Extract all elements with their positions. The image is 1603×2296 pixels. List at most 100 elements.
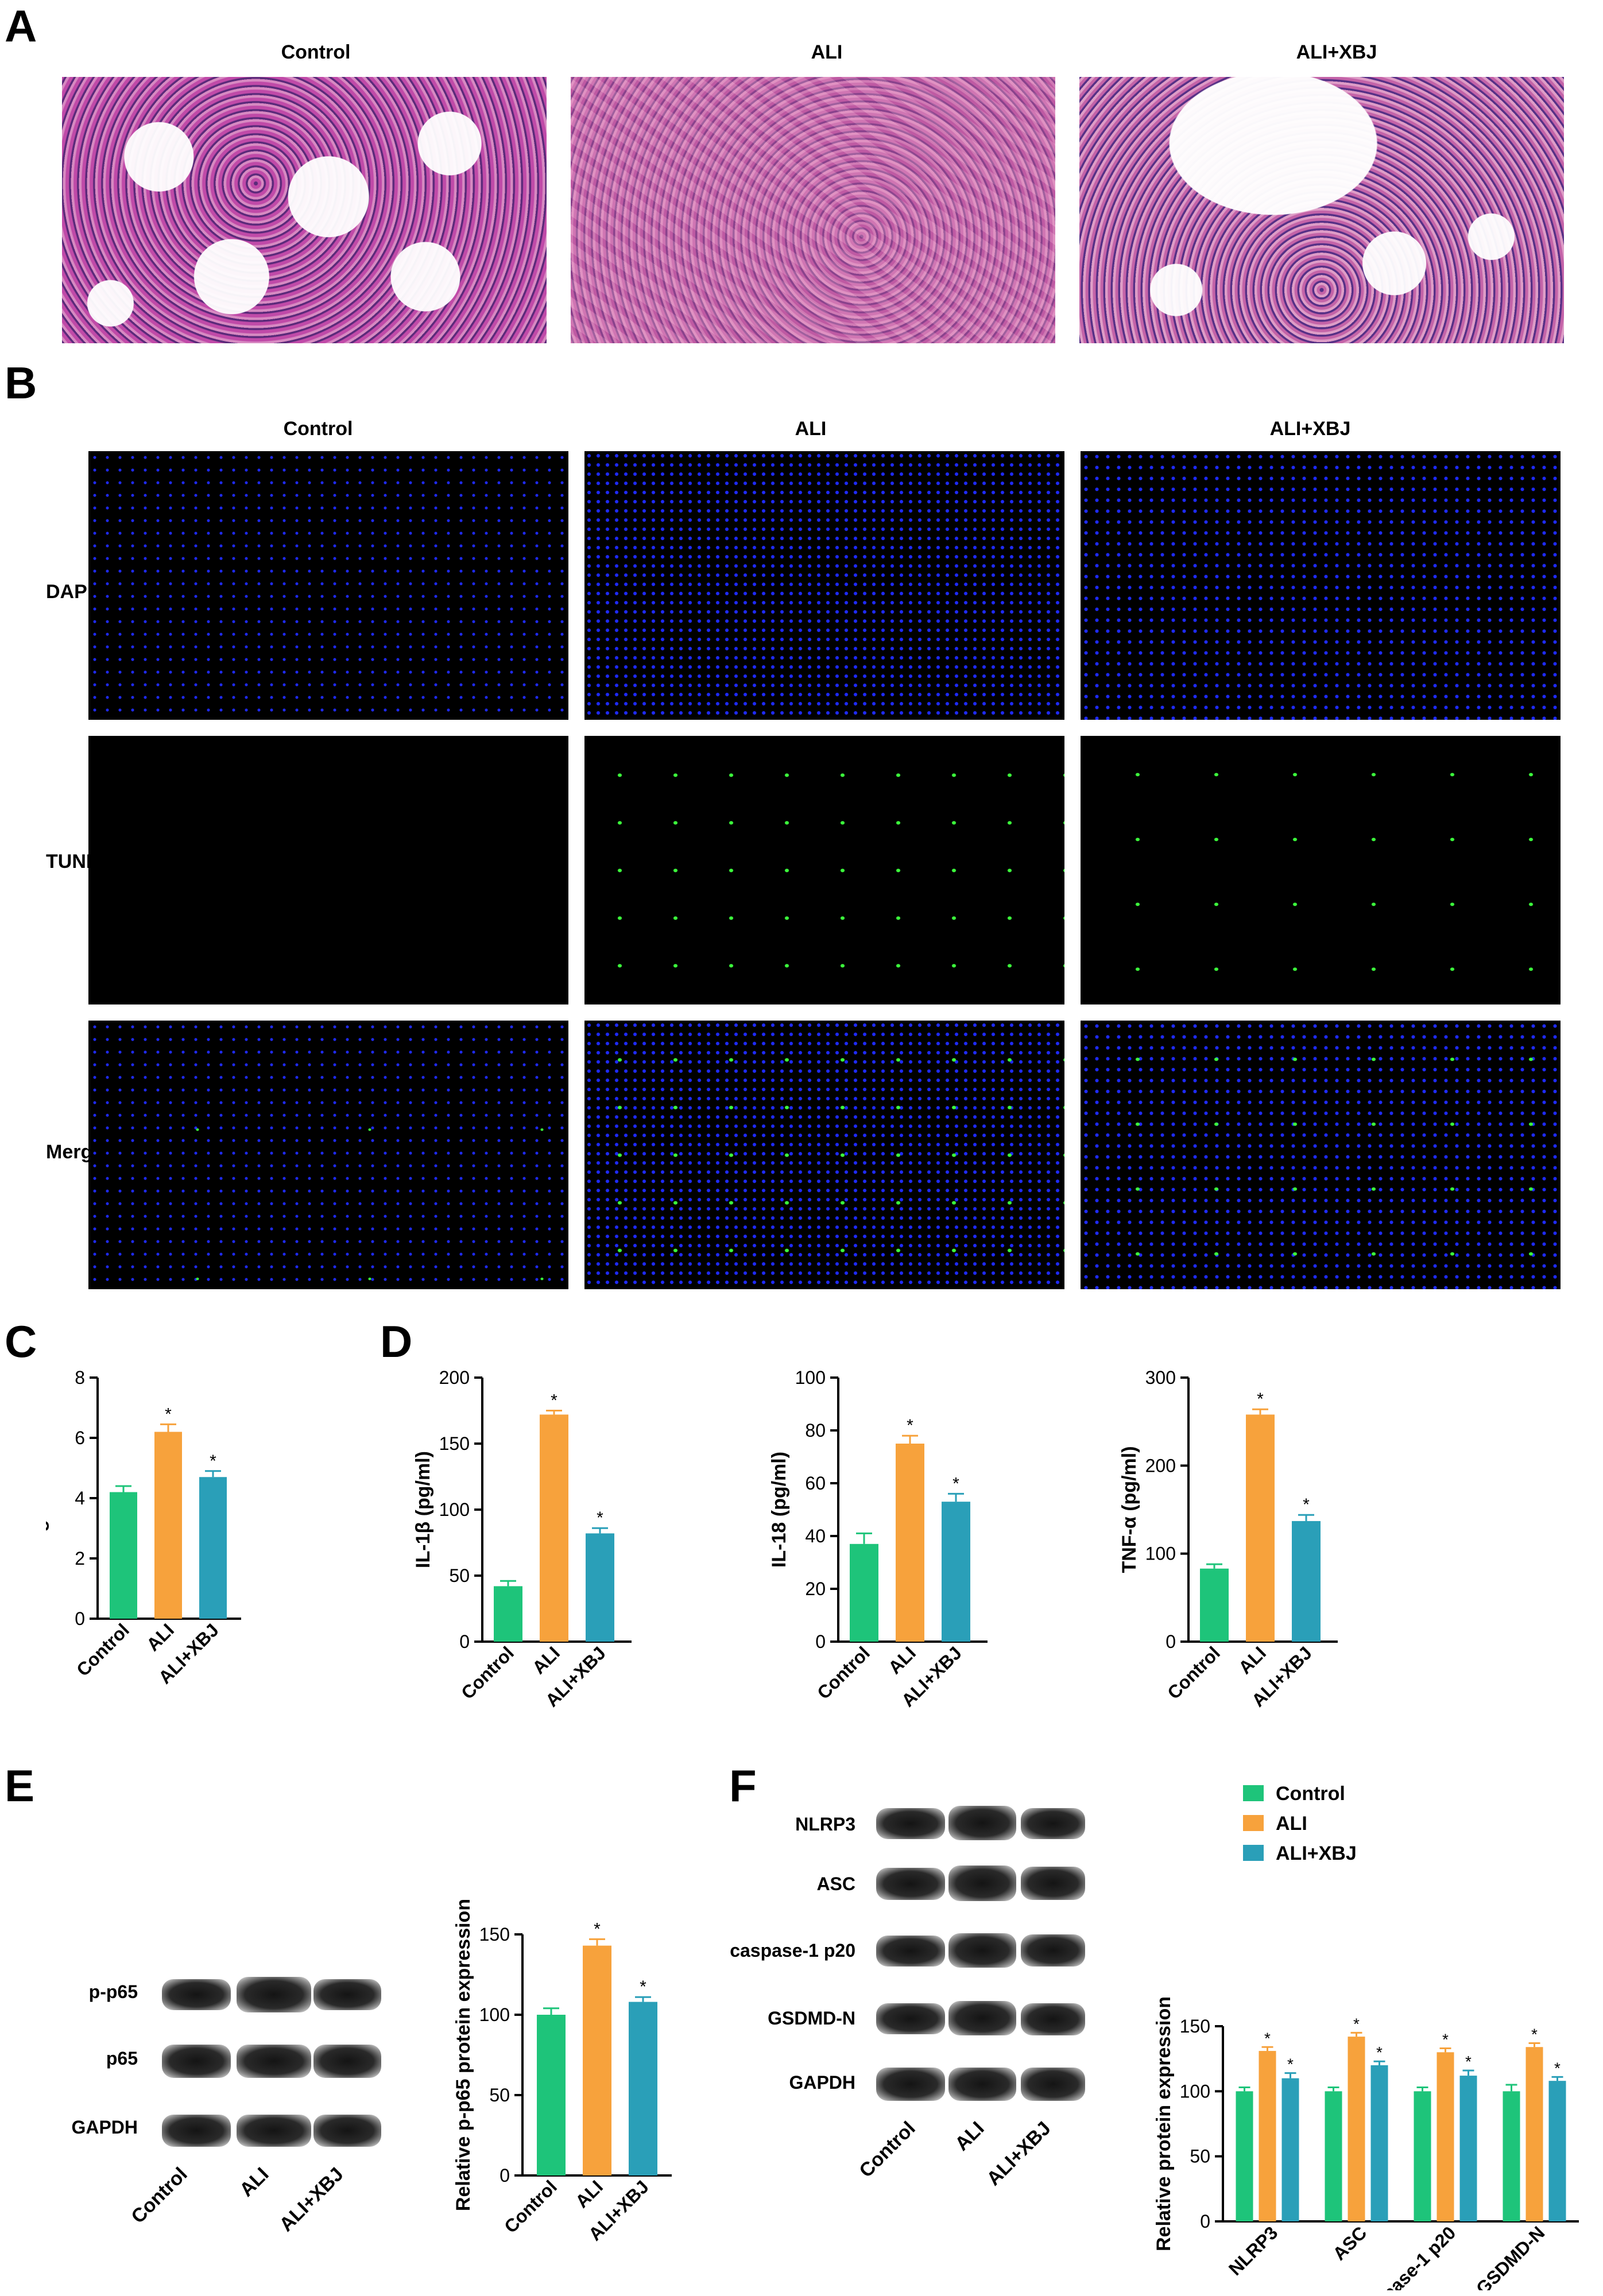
y-tick-label: 0 [1166,1631,1176,1652]
bar-ali-xbj [1292,1521,1321,1642]
y-tick-label: 150 [439,1433,470,1454]
blot-f-label-gapdh: GAPDH [789,2072,855,2093]
dapi-image-ali [584,451,1064,720]
blot-f-band [948,1865,1016,1901]
significance-star: * [1465,2053,1472,2070]
blot-e-label-p65: p65 [106,2048,138,2069]
significance-star: * [1442,2031,1449,2049]
y-tick-label: 200 [439,1367,470,1388]
panel-b-col-control: Control [283,418,353,440]
panel-a-col-ali-xbj: ALI+XBJ [1296,41,1377,63]
bar-ali [583,1945,611,2175]
y-tick-label: 300 [1145,1367,1176,1388]
panel-b-row-dapi: DAPI [46,581,93,603]
blot-f-band [876,2003,945,2034]
bar-control [110,1492,137,1619]
blot-e-lane-control: Control [127,2163,191,2228]
blot-e-lane-ali: ALI [235,2163,273,2201]
merge-image-ali [584,1021,1064,1289]
bar-ali [540,1414,568,1642]
y-tick-label: 100 [795,1367,826,1388]
legend-swatch-ali [1243,1815,1264,1831]
x-tick-label: GSDMD-N [1472,2222,1549,2290]
y-tick-label: 100 [479,2004,510,2025]
x-tick-label: NLRP3 [1225,2222,1282,2279]
blot-f-band [876,2068,945,2101]
panel-label-d: D [380,1316,413,1367]
blot-f-lane-control: Control [855,2117,919,2182]
panel-label-c: C [5,1316,37,1367]
bar-control [1236,2091,1253,2221]
legend-label: Control [1276,1783,1345,1805]
blot-e-band [313,2045,381,2078]
y-tick-label: 0 [75,1608,85,1629]
y-tick-label: 4 [75,1488,85,1508]
bar-ali [1348,2037,1365,2221]
y-tick-label: 0 [815,1631,826,1652]
y-tick-label: 2 [75,1548,85,1569]
blot-e-band [237,2115,311,2147]
blot-f-band [1021,1867,1085,1900]
panel-label-a: A [5,1,37,51]
blot-e-label-gapdh: GAPDH [71,2117,138,2138]
legend-label: ALI+XBJ [1276,1843,1357,1864]
blot-f-band [1021,1808,1085,1839]
bar-control [494,1586,522,1642]
significance-star: * [594,1919,601,1938]
y-axis-label: Lung W/D ratio [46,1429,49,1568]
y-tick-label: 6 [75,1428,85,1448]
bar-control [537,2015,566,2175]
blot-f-label-gsdmd: GSDMD-N [768,2008,855,2029]
y-axis-label: IL-1β (pg/ml) [412,1451,434,1568]
significance-star: * [597,1508,603,1527]
panel-b-col-ali: ALI [795,418,827,440]
bar-ali-xbj [586,1533,614,1642]
bar-ali-xbj [199,1477,227,1619]
bar-control [1325,2091,1342,2221]
bar-ali-xbj [942,1502,970,1642]
y-axis-label: TNF-α (pg/ml) [1118,1446,1140,1573]
bar-ali-xbj [1459,2076,1477,2221]
significance-star: * [1303,1495,1310,1514]
blot-e-band [162,1979,231,2010]
panel-a-col-control: Control [281,41,351,63]
panel-label-b: B [5,358,37,408]
significance-star: * [1287,2055,1294,2073]
bar-ali [1246,1414,1275,1642]
y-axis-label: Relative protein expression [1153,1996,1175,2251]
y-tick-label: 8 [75,1367,85,1388]
blot-e-band [237,1977,311,2012]
bar-ali-xbj [629,2002,657,2175]
y-axis-label: Relative p-p65 protein expression [452,1899,474,2211]
x-tick-label: ALI [571,2176,607,2212]
legend-swatch-ali-xbj [1243,1845,1264,1861]
significance-star: * [551,1391,557,1410]
he-image-ali-xbj [1079,77,1564,343]
blot-f-band [948,1806,1016,1840]
blot-e-band [313,1979,381,2010]
blot-f-label-caspase: caspase-1 p20 [730,1940,855,1961]
y-tick-label: 50 [1190,2146,1210,2167]
tunel-image-ali-xbj [1081,736,1561,1004]
y-tick-label: 0 [500,2165,510,2186]
y-tick-label: 0 [1200,2211,1210,2232]
significance-star: * [1257,1390,1264,1409]
bar-ali-xbj [1548,2081,1566,2221]
blot-f-lane-labels: Control ALI ALI+XBJ [855,2117,1055,2190]
blot-f-label-asc: ASC [816,1874,855,1894]
y-tick-label: 60 [805,1473,826,1494]
bar-ali [1259,2051,1276,2221]
tunel-image-ali [584,736,1064,1004]
blot-f-lane-ali-xbj: ALI+XBJ [982,2117,1055,2190]
x-tick-label: ALI [1234,1642,1270,1678]
blot-e-band [162,2115,231,2147]
blot-f-band [1021,2003,1085,2035]
significance-star: * [1531,2025,1538,2043]
x-tick-label: ALI [142,1619,178,1655]
significance-star: * [640,1977,646,1996]
y-tick-label: 200 [1145,1455,1176,1476]
blot-f-band [948,2068,1016,2101]
